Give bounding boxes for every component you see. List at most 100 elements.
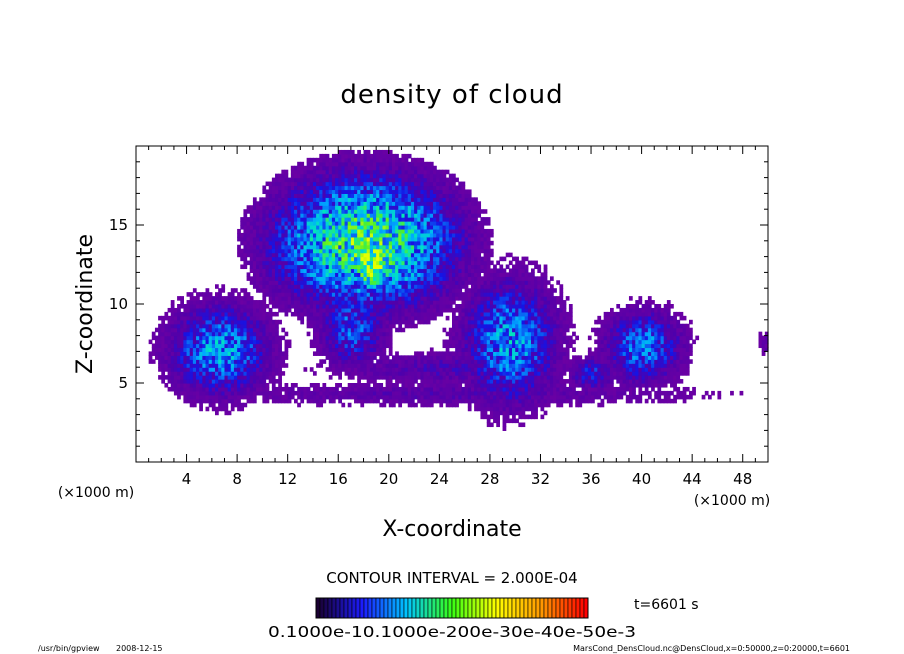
heatmap-cell (366, 221, 371, 226)
heatmap-cell (192, 323, 197, 329)
heatmap-cell (281, 193, 286, 198)
heatmap-cell (470, 205, 475, 210)
heatmap-cell (388, 157, 393, 163)
heatmap-cell (426, 371, 431, 376)
heatmap-cell (344, 213, 349, 218)
heatmap-cell (164, 363, 169, 368)
heatmap-cell (259, 331, 263, 337)
heatmap-cell (442, 304, 447, 309)
heatmap-cell (420, 371, 425, 376)
heatmap-cell (407, 375, 412, 380)
heatmap-cell (328, 228, 333, 234)
heatmap-cell (335, 355, 339, 360)
heatmap-cell (306, 193, 311, 198)
heatmap-cell (249, 398, 254, 404)
heatmap-cell (180, 355, 184, 360)
heatmap-cell (489, 410, 494, 416)
heatmap-cell (344, 205, 349, 210)
heatmap-cell (192, 339, 197, 345)
heatmap-cell (455, 177, 459, 183)
heatmap-cell (464, 379, 469, 384)
heatmap-cell (357, 236, 361, 242)
heatmap-cell (338, 244, 342, 250)
heatmap-cell (439, 240, 444, 246)
heatmap-cell (433, 296, 437, 301)
heatmap-cell (341, 367, 346, 372)
heatmap-cell (252, 268, 257, 273)
heatmap-cell (252, 256, 257, 262)
heatmap-cell (404, 367, 409, 372)
heatmap-cell (410, 288, 415, 293)
heatmap-cell (265, 213, 270, 218)
heatmap-cell (474, 221, 478, 226)
heatmap-cell (309, 157, 314, 163)
heatmap-cell (373, 264, 377, 270)
heatmap-cell (439, 189, 444, 194)
heatmap-cell (268, 225, 273, 230)
heatmap-cell (309, 390, 314, 396)
heatmap-cell (436, 173, 440, 179)
heatmap-cell (354, 240, 358, 246)
heatmap-cell (319, 256, 324, 262)
heatmap-cell (414, 390, 418, 396)
heatmap-cell (483, 315, 488, 321)
heatmap-cell (480, 402, 485, 408)
heatmap-cell (354, 185, 358, 191)
heatmap-cell (467, 272, 472, 277)
heatmap-cell (442, 260, 447, 266)
heatmap-cell (221, 355, 226, 360)
heatmap-cell (366, 288, 371, 293)
heatmap-cell (338, 276, 342, 281)
heatmap-cell (376, 169, 380, 175)
heatmap-cell (404, 288, 409, 293)
heatmap-cell (331, 280, 336, 285)
heatmap-cell (278, 379, 282, 384)
heatmap-cell (385, 149, 390, 155)
heatmap-cell (354, 367, 358, 372)
heatmap-cell (350, 307, 355, 313)
heatmap-cell (328, 315, 333, 321)
heatmap-cell (448, 383, 453, 388)
heatmap-cell (442, 343, 447, 349)
heatmap-cell (319, 225, 324, 230)
heatmap-cell (382, 272, 387, 277)
heatmap-cell (230, 383, 235, 388)
heatmap-cell (306, 280, 311, 285)
heatmap-cell (199, 292, 203, 297)
heatmap-cell (322, 339, 327, 345)
heatmap-cell (275, 276, 279, 281)
heatmap-cell (391, 248, 396, 254)
heatmap-cell (224, 363, 229, 368)
heatmap-cell (316, 288, 320, 293)
heatmap-cell (467, 189, 472, 194)
heatmap-cell (215, 351, 219, 356)
heatmap-cell (363, 256, 368, 262)
heatmap-cell (319, 209, 324, 214)
heatmap-cell (461, 319, 466, 325)
heatmap-cell (322, 300, 327, 305)
heatmap-cell (347, 351, 352, 356)
heatmap-cell (461, 315, 466, 321)
heatmap-cell (379, 173, 384, 179)
heatmap-cell (404, 375, 409, 380)
heatmap-cell (256, 284, 260, 289)
heatmap-cell (347, 311, 352, 317)
heatmap-cell (196, 296, 200, 301)
heatmap-cell (196, 331, 200, 337)
heatmap-cell (309, 197, 314, 202)
heatmap-cell (458, 347, 463, 352)
heatmap-cell (395, 177, 399, 183)
heatmap-cell (395, 221, 399, 226)
heatmap-cell (455, 248, 459, 254)
heatmap-cell (325, 315, 330, 321)
heatmap-cell (344, 252, 349, 258)
heatmap-cell (369, 256, 374, 262)
heatmap-cell (404, 390, 409, 396)
heatmap-cell (470, 331, 475, 337)
heatmap-cell (338, 189, 342, 194)
heatmap-cell (489, 406, 494, 412)
heatmap-cell (265, 201, 270, 206)
heatmap-cell (442, 339, 447, 345)
heatmap-cell (363, 169, 368, 175)
heatmap-cell (433, 268, 437, 273)
